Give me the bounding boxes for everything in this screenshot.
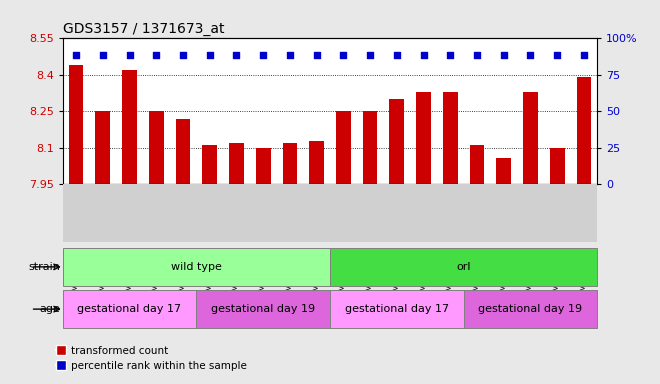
Bar — [363, 111, 378, 184]
Point — [338, 52, 348, 58]
Point — [418, 52, 429, 58]
Bar — [523, 92, 538, 184]
Bar — [282, 143, 297, 184]
Bar — [463, 290, 597, 328]
Text: age: age — [39, 304, 60, 314]
Point — [365, 52, 376, 58]
Point — [312, 52, 322, 58]
Point — [205, 52, 215, 58]
Bar — [256, 148, 271, 184]
Point — [525, 52, 536, 58]
Bar — [330, 290, 463, 328]
Text: strain: strain — [28, 262, 60, 272]
Point — [284, 52, 295, 58]
Bar — [63, 290, 197, 328]
Bar — [69, 65, 83, 184]
Bar — [122, 70, 137, 184]
Point — [124, 52, 135, 58]
Point — [178, 52, 188, 58]
Point — [231, 52, 242, 58]
Text: orl: orl — [457, 262, 471, 272]
Point — [472, 52, 482, 58]
Bar — [336, 111, 350, 184]
Bar — [310, 141, 324, 184]
Point — [98, 52, 108, 58]
Text: GDS3157 / 1371673_at: GDS3157 / 1371673_at — [63, 22, 224, 36]
Bar — [550, 148, 564, 184]
Text: wild type: wild type — [171, 262, 222, 272]
Bar — [416, 92, 431, 184]
Bar — [96, 111, 110, 184]
Bar — [229, 143, 244, 184]
Point — [71, 52, 81, 58]
Bar — [203, 146, 217, 184]
Bar — [149, 111, 164, 184]
Bar — [443, 92, 457, 184]
Bar — [577, 77, 591, 184]
Text: gestational day 19: gestational day 19 — [478, 304, 583, 314]
Point — [445, 52, 455, 58]
Legend: transformed count, percentile rank within the sample: transformed count, percentile rank withi… — [51, 341, 251, 375]
Text: gestational day 17: gestational day 17 — [345, 304, 449, 314]
Bar — [63, 248, 330, 286]
Bar — [330, 248, 597, 286]
Point — [151, 52, 162, 58]
Point — [552, 52, 562, 58]
Point — [391, 52, 402, 58]
Bar — [197, 290, 330, 328]
Bar — [470, 146, 484, 184]
Bar — [176, 119, 190, 184]
Text: gestational day 17: gestational day 17 — [77, 304, 182, 314]
Bar — [496, 157, 511, 184]
Point — [498, 52, 509, 58]
Bar — [389, 99, 404, 184]
Point — [579, 52, 589, 58]
Text: gestational day 19: gestational day 19 — [211, 304, 315, 314]
Point — [258, 52, 269, 58]
